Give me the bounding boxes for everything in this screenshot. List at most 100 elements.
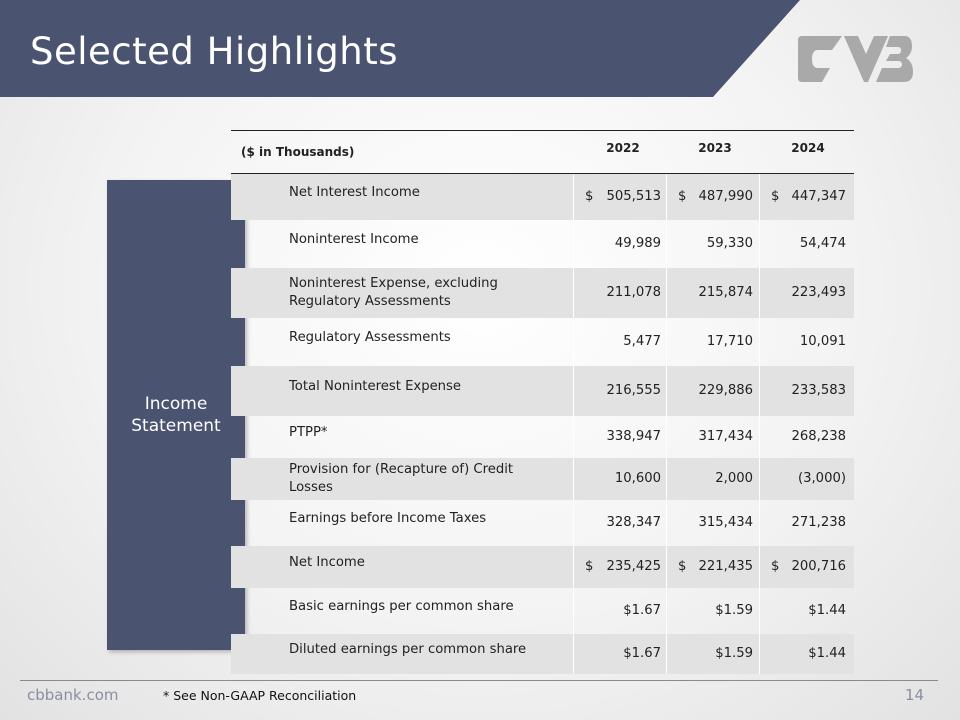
- table-row: Basic earnings per common share $1.67 $1.5…: [231, 588, 854, 634]
- cell-value-2023: 2,000: [715, 471, 753, 486]
- cell-value-2023: 487,990: [698, 189, 753, 204]
- column-divider: [759, 500, 760, 546]
- column-divider: [666, 416, 667, 458]
- column-divider: [759, 268, 760, 318]
- table-header: ($ in Thousands) 2022 2023 2024: [231, 130, 854, 174]
- column-divider: [573, 546, 574, 588]
- row-label: Diluted earnings per common share: [289, 641, 539, 659]
- cell-value-2022: 10,600: [614, 471, 661, 486]
- row-label-line-1: Noninterest Income: [289, 232, 419, 247]
- cell-value-2022: $1.67: [623, 603, 661, 618]
- cell-value-2023: 59,330: [706, 236, 753, 251]
- column-divider: [573, 500, 574, 546]
- column-divider: [573, 588, 574, 634]
- table-row: PTPP* 338,947 317,434 268,238: [231, 416, 854, 458]
- column-divider: [666, 500, 667, 546]
- cell-value-2023: 17,710: [706, 334, 753, 349]
- column-divider: [759, 318, 760, 366]
- table-row: Regulatory Assessments 5,477 17,710 10,091: [231, 318, 854, 366]
- column-divider: [666, 634, 667, 674]
- year-header-2024: 2024: [791, 141, 825, 155]
- column-divider: [759, 588, 760, 634]
- column-divider: [759, 416, 760, 458]
- website-text: cbbank.com: [27, 686, 119, 704]
- column-divider: [573, 634, 574, 674]
- column-divider: [666, 268, 667, 318]
- page-number: 14: [905, 686, 925, 704]
- cvb-logo: [798, 36, 913, 82]
- table-row: Noninterest Income 49,989 59,330 54,474: [231, 220, 854, 268]
- column-divider: [666, 588, 667, 634]
- column-divider: [573, 458, 574, 500]
- column-divider: [573, 366, 574, 416]
- dollar-sign: $: [771, 559, 780, 574]
- cell-value-2024: 233,583: [791, 383, 846, 398]
- row-label-line-1: Net Income: [289, 555, 365, 570]
- column-divider: [666, 220, 667, 268]
- dollar-sign: $: [771, 189, 780, 204]
- dollar-sign: $: [678, 189, 687, 204]
- cell-value-2023: 215,874: [698, 285, 753, 300]
- column-divider: [573, 268, 574, 318]
- row-label-line-1: Earnings before Income Taxes: [289, 511, 487, 526]
- column-divider: [573, 416, 574, 458]
- row-label: Noninterest Income: [289, 231, 539, 249]
- column-divider: [573, 174, 574, 220]
- unit-label: ($ in Thousands): [241, 145, 355, 159]
- dollar-sign: $: [585, 559, 594, 574]
- cell-value-2024: $1.44: [808, 603, 846, 618]
- cell-value-2023: 317,434: [698, 429, 753, 444]
- row-label-line-1: Basic earnings per common share: [289, 599, 514, 614]
- page-title: Selected Highlights: [30, 30, 398, 73]
- cell-value-2022: 235,425: [606, 559, 661, 574]
- cell-value-2022: 328,347: [606, 515, 661, 530]
- highlights-table: ($ in Thousands) 2022 2023 2024 Net Inte…: [231, 130, 854, 674]
- row-label: Provision for (Recapture of) Credit Losse…: [289, 461, 539, 497]
- dollar-sign: $: [678, 559, 687, 574]
- row-label-line-1: PTPP*: [289, 425, 328, 440]
- column-divider: [759, 174, 760, 220]
- row-label-line-1: Noninterest Expense, excluding: [289, 276, 498, 291]
- cell-value-2022: 49,989: [614, 236, 661, 251]
- row-label: Regulatory Assessments: [289, 329, 539, 347]
- row-label-line-1: Regulatory Assessments: [289, 330, 451, 345]
- column-divider: [759, 458, 760, 500]
- row-label-line-1: Provision for (Recapture of) Credit: [289, 462, 514, 477]
- cell-value-2024: (3,000): [797, 471, 846, 486]
- cell-value-2023: 229,886: [698, 383, 753, 398]
- side-label-line-2: Statement: [131, 416, 221, 436]
- column-divider: [759, 634, 760, 674]
- cell-value-2022: 5,477: [623, 334, 661, 349]
- cell-value-2024: 271,238: [791, 515, 846, 530]
- income-statement-label: Income Statement: [107, 180, 245, 650]
- row-label: Noninterest Expense, excluding Regulatory…: [289, 275, 539, 311]
- table-row: Net Income 235,425 $221,435 $200,716 $: [231, 546, 854, 588]
- cell-value-2024: 268,238: [791, 429, 846, 444]
- cell-value-2023: $1.59: [715, 646, 753, 661]
- column-divider: [759, 546, 760, 588]
- column-divider: [666, 366, 667, 416]
- footnote: * See Non-GAAP Reconciliation: [163, 688, 357, 703]
- cell-value-2023: $1.59: [715, 603, 753, 618]
- row-label-line-2: Losses: [289, 480, 333, 495]
- cell-value-2022: 216,555: [606, 383, 661, 398]
- side-label-line-1: Income: [144, 394, 208, 414]
- column-divider: [666, 458, 667, 500]
- row-label-line-1: Diluted earnings per common share: [289, 642, 527, 657]
- cell-value-2024: 54,474: [799, 236, 846, 251]
- table-row: Diluted earnings per common share $1.67 $1…: [231, 634, 854, 674]
- table-row: Earnings before Income Taxes 328,347 315,4…: [231, 500, 854, 546]
- table-row: Total Noninterest Expense 216,555 229,886 2…: [231, 366, 854, 416]
- cell-value-2024: 447,347: [791, 189, 846, 204]
- row-label-line-1: Net Interest Income: [289, 185, 420, 200]
- cell-value-2024: 10,091: [799, 334, 846, 349]
- cell-value-2024: $1.44: [808, 646, 846, 661]
- row-label: PTPP*: [289, 424, 539, 442]
- cell-value-2022: 505,513: [606, 189, 661, 204]
- cell-value-2024: 200,716: [791, 559, 846, 574]
- cell-value-2022: 338,947: [606, 429, 661, 444]
- row-label: Total Noninterest Expense: [289, 378, 539, 396]
- cell-value-2024: 223,493: [791, 285, 846, 300]
- year-header-2022: 2022: [606, 141, 640, 155]
- header-band: [0, 0, 800, 97]
